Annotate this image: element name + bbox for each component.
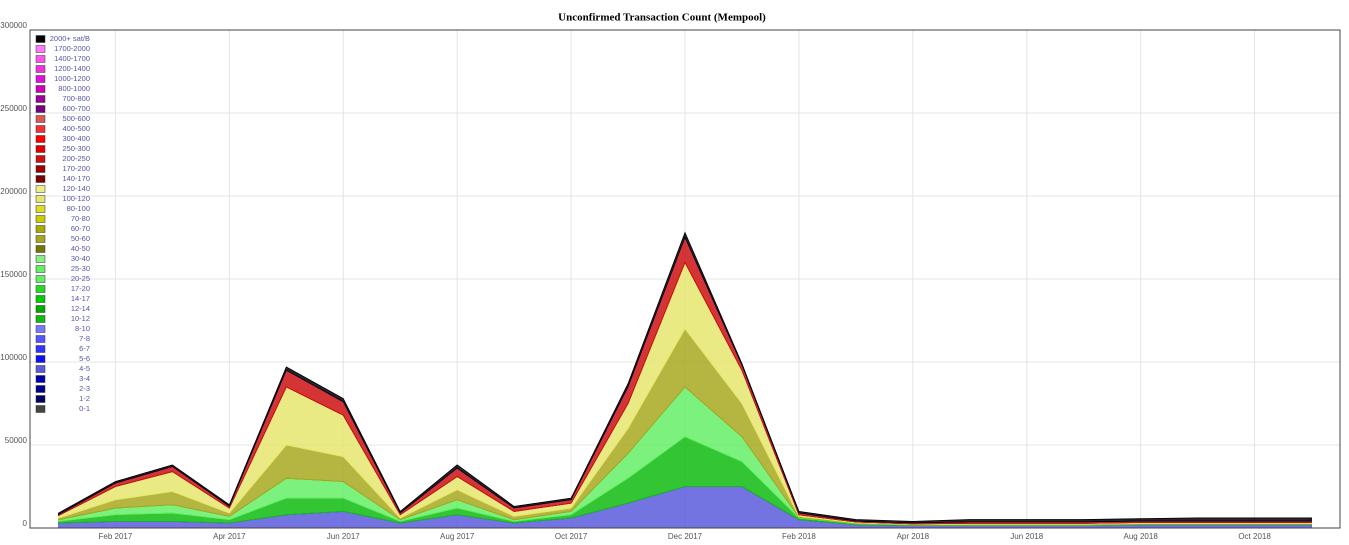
legend-swatch xyxy=(35,135,46,143)
y-tick-label: 300000 xyxy=(0,21,27,30)
legend-label: 40-50 xyxy=(71,244,90,253)
legend-swatch xyxy=(35,45,46,53)
legend-label: 1200-1400 xyxy=(54,64,90,73)
legend-label: 250-300 xyxy=(62,144,90,153)
legend-label: 3-4 xyxy=(79,374,90,383)
legend-label: 70-80 xyxy=(71,214,90,223)
legend-swatch xyxy=(35,335,46,343)
legend-label: 300-400 xyxy=(62,134,90,143)
legend-swatch xyxy=(35,395,46,403)
legend-swatch xyxy=(35,165,46,173)
legend-label: 20-25 xyxy=(71,274,90,283)
legend-swatch xyxy=(35,245,46,253)
legend-label: 100-120 xyxy=(62,194,90,203)
legend-swatch xyxy=(35,85,46,93)
x-tick-label: Jun 2018 xyxy=(1010,532,1043,541)
chart-title: Unconfirmed Transaction Count (Mempool) xyxy=(558,12,766,24)
x-tick-label: Aug 2018 xyxy=(1124,532,1159,541)
legend-swatch xyxy=(35,235,46,243)
legend-label: 2-3 xyxy=(79,384,90,393)
y-tick-label: 250000 xyxy=(0,104,27,113)
area xyxy=(58,231,1312,524)
legend-swatch xyxy=(35,215,46,223)
legend-swatch xyxy=(35,185,46,193)
legend-swatch xyxy=(35,145,46,153)
legend-swatch xyxy=(35,265,46,273)
legend-swatch xyxy=(35,295,46,303)
legend-swatch xyxy=(35,315,46,323)
legend-swatch xyxy=(35,75,46,83)
legend-label: 400-500 xyxy=(62,124,90,133)
legend-label: 4-5 xyxy=(79,364,90,373)
x-tick-label: Jun 2017 xyxy=(327,532,360,541)
legend-swatch xyxy=(35,175,46,183)
legend-label: 80-100 xyxy=(67,204,90,213)
legend-label: 170-200 xyxy=(62,164,90,173)
legend-swatch xyxy=(35,305,46,313)
legend-label: 6-7 xyxy=(79,344,90,353)
legend-swatch xyxy=(35,365,46,373)
legend-swatch xyxy=(35,115,46,123)
legend-swatch xyxy=(35,155,46,163)
legend-label: 1000-1200 xyxy=(54,74,90,83)
y-tick-label: 100000 xyxy=(0,353,27,362)
legend-label: 10-12 xyxy=(71,314,90,323)
legend-swatch xyxy=(35,255,46,263)
legend-swatch xyxy=(35,375,46,383)
legend-label: 25-30 xyxy=(71,264,90,273)
legend-label: 700-800 xyxy=(62,94,90,103)
x-tick-label: Feb 2017 xyxy=(99,532,133,541)
legend-label: 800-1000 xyxy=(58,84,90,93)
x-tick-label: Oct 2018 xyxy=(1238,532,1271,541)
legend-label: 50-60 xyxy=(71,234,90,243)
legend-swatch xyxy=(35,65,46,73)
x-tick-label: Apr 2018 xyxy=(897,532,930,541)
legend-label: 12-14 xyxy=(71,304,90,313)
legend-swatch xyxy=(35,105,46,113)
legend-label: 30-40 xyxy=(71,254,90,263)
legend-label: 17-20 xyxy=(71,284,90,293)
legend-label: 2000+ sat/B xyxy=(50,34,90,43)
plot-frame xyxy=(29,29,1341,529)
legend-swatch xyxy=(35,35,46,43)
legend-label: 1-2 xyxy=(79,394,90,403)
legend-label: 7-8 xyxy=(79,334,90,343)
legend-label: 8-10 xyxy=(75,324,90,333)
legend-swatch xyxy=(35,225,46,233)
y-tick-label: 200000 xyxy=(0,187,27,196)
x-tick-label: Apr 2017 xyxy=(213,532,246,541)
y-tick-label: 50000 xyxy=(5,436,28,445)
legend-label: 1400-1700 xyxy=(54,54,90,63)
legend-label: 200-250 xyxy=(62,154,90,163)
legend-label: 60-70 xyxy=(71,224,90,233)
legend-swatch xyxy=(35,355,46,363)
legend-swatch xyxy=(35,55,46,63)
x-tick-label: Dec 2017 xyxy=(668,532,703,541)
legend-label: 140-170 xyxy=(62,174,90,183)
legend-label: 1700-2000 xyxy=(54,44,90,53)
legend-label: 5-6 xyxy=(79,354,90,363)
x-tick-label: Oct 2017 xyxy=(555,532,588,541)
legend-label: 14-17 xyxy=(71,294,90,303)
y-tick-label: 0 xyxy=(23,519,28,528)
legend-swatch xyxy=(35,325,46,333)
legend-swatch xyxy=(35,385,46,393)
legend-swatch xyxy=(35,205,46,213)
legend-label: 120-140 xyxy=(62,184,90,193)
x-tick-label: Feb 2018 xyxy=(782,532,816,541)
legend-swatch xyxy=(35,275,46,283)
legend-label: 600-700 xyxy=(62,104,90,113)
legend-swatch xyxy=(35,405,46,413)
legend-swatch xyxy=(35,125,46,133)
legend-swatch xyxy=(35,345,46,353)
legend-swatch xyxy=(35,285,46,293)
y-tick-label: 150000 xyxy=(0,270,27,279)
legend-label: 500-600 xyxy=(62,114,90,123)
legend-swatch xyxy=(35,95,46,103)
legend-label: 0-1 xyxy=(79,404,90,413)
x-tick-label: Aug 2017 xyxy=(440,532,475,541)
legend-swatch xyxy=(35,195,46,203)
